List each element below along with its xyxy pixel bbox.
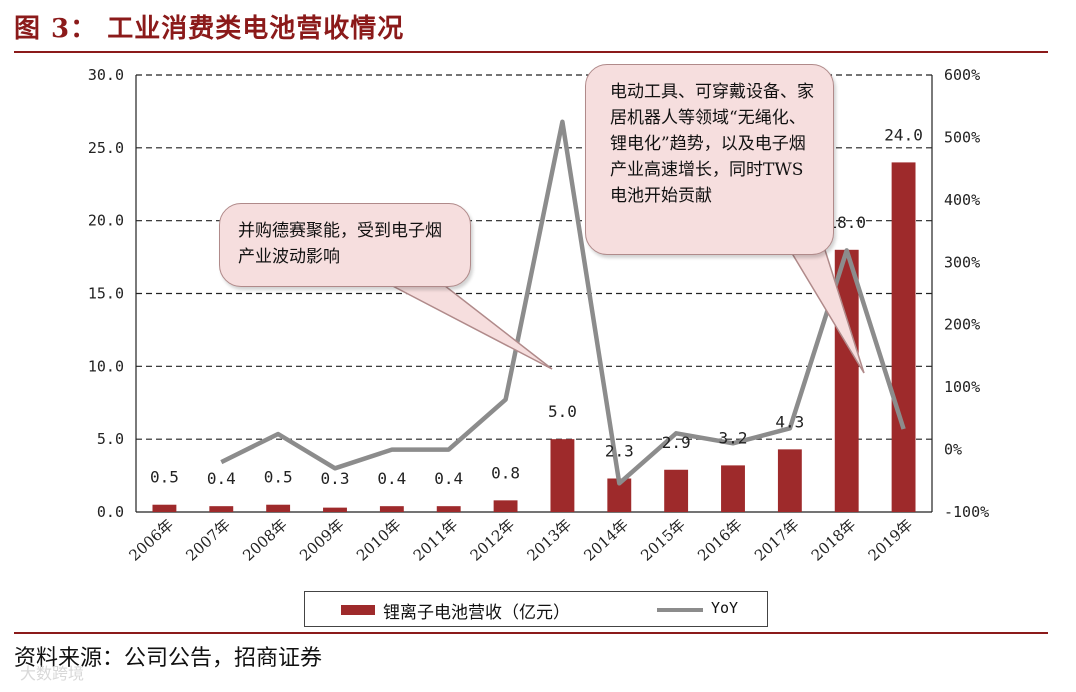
left-tick-label: 10.0 (88, 357, 124, 375)
right-tick-label: 0% (944, 441, 962, 459)
source-divider (14, 632, 1048, 634)
bar-data-label: 2.3 (605, 441, 634, 460)
bar-data-label: 0.5 (150, 468, 179, 487)
x-tick-label: 2008年 (239, 516, 291, 565)
x-tick-label: 2012年 (467, 516, 519, 565)
bar (436, 506, 461, 512)
bar-data-label: 0.4 (207, 469, 236, 488)
bar (379, 506, 404, 512)
bar-data-label: 24.0 (884, 125, 923, 144)
right-tick-label: 400% (944, 191, 980, 209)
left-axis-ticks: 0.0 5.0 10.0 15.0 20.0 25.0 30.0 (88, 66, 124, 521)
bar (607, 478, 632, 512)
callout-growth-drivers-text: 电动工具、可穿戴设备、家居机器人等领域“无绳化、锂电化”趋势，以及电子烟产业高速… (610, 82, 814, 206)
x-tick-label: 2017年 (751, 516, 803, 565)
x-tick-label: 2018年 (808, 516, 860, 565)
right-tick-label: 200% (944, 316, 980, 334)
title-divider (14, 51, 1048, 53)
right-tick-label: -100% (944, 503, 989, 521)
bar-data-label: 0.3 (321, 469, 350, 488)
bar (323, 507, 347, 512)
legend: 锂离子电池营收（亿元） YoY (304, 591, 768, 627)
bar-data-label: 0.4 (434, 469, 463, 488)
x-tick-label: 2014年 (580, 516, 632, 565)
data-labels: 0.5 0.4 0.5 0.3 0.4 0.4 0.8 5.0 2.3 2.9 3.2 4.3 18.0… (150, 125, 923, 488)
left-tick-label: 30.0 (88, 66, 124, 84)
left-tick-label: 5.0 (97, 430, 124, 448)
bar-data-label: 0.5 (264, 468, 293, 487)
bar-data-label: 0.4 (377, 469, 406, 488)
x-tick-label: 2011年 (410, 516, 462, 565)
callout-growth-drivers: 电动工具、可穿戴设备、家居机器人等领域“无绳化、锂电化”趋势，以及电子烟产业高速… (585, 64, 834, 255)
x-tick-label: 2015年 (637, 516, 689, 565)
bar (152, 504, 177, 512)
bar-data-label: 3.2 (719, 428, 748, 447)
left-tick-label: 25.0 (88, 139, 124, 157)
x-tick-label: 2006年 (126, 516, 178, 565)
right-axis-ticks: -100% 0% 100% 200% 300% 400% 500% 600% (944, 66, 989, 521)
bar-data-label: 4.3 (775, 412, 804, 431)
left-tick-label: 20.0 (88, 212, 124, 230)
x-tick-label: 2010年 (353, 516, 405, 565)
bar (721, 465, 745, 512)
bar (209, 506, 234, 512)
bar-data-label: 18.0 (827, 213, 866, 232)
legend-line-swatch (657, 608, 703, 612)
legend-line-label: YoY (711, 599, 739, 617)
callout-acquisition-text: 并购德赛聚能，受到电子烟产业波动影响 (238, 221, 442, 267)
right-tick-label: 100% (944, 378, 980, 396)
chart-title: 图 3： 工业消费类电池营收情况 (14, 14, 405, 44)
left-tick-label: 0.0 (97, 503, 124, 521)
bar (777, 449, 802, 512)
bar (266, 504, 291, 512)
yoy-line-series (220, 119, 906, 486)
watermark: 大数跨境 (20, 664, 85, 683)
bar-data-label: 2.9 (662, 433, 691, 452)
source-note: 资料来源：公司公告，招商证券 (14, 646, 323, 671)
left-tick-label: 15.0 (88, 285, 124, 303)
bar (834, 249, 859, 513)
bar-data-label: 0.8 (491, 463, 520, 482)
bar (493, 500, 518, 512)
right-tick-label: 300% (944, 253, 980, 271)
x-tick-label: 2019年 (865, 516, 917, 565)
x-tick-label: 2016年 (694, 516, 746, 565)
x-tick-label: 2009年 (296, 516, 348, 565)
bar (891, 162, 916, 512)
bar (550, 439, 575, 512)
right-tick-label: 500% (944, 128, 980, 146)
x-axis-ticks: 2006年 2007年 2008年 2009年 2010年 2011年 2012年 2013年… (126, 516, 917, 565)
bar (664, 469, 689, 512)
x-tick-label: 2013年 (524, 516, 576, 565)
right-tick-label: 600% (944, 66, 980, 84)
callout-acquisition: 并购德赛聚能，受到电子烟产业波动影响 (219, 203, 471, 287)
legend-bar-swatch (341, 605, 375, 615)
bar-data-label: 5.0 (548, 402, 577, 421)
yoy-line (220, 119, 906, 486)
legend-bar-label: 锂离子电池营收（亿元） (383, 603, 570, 623)
x-tick-label: 2007年 (182, 516, 234, 565)
